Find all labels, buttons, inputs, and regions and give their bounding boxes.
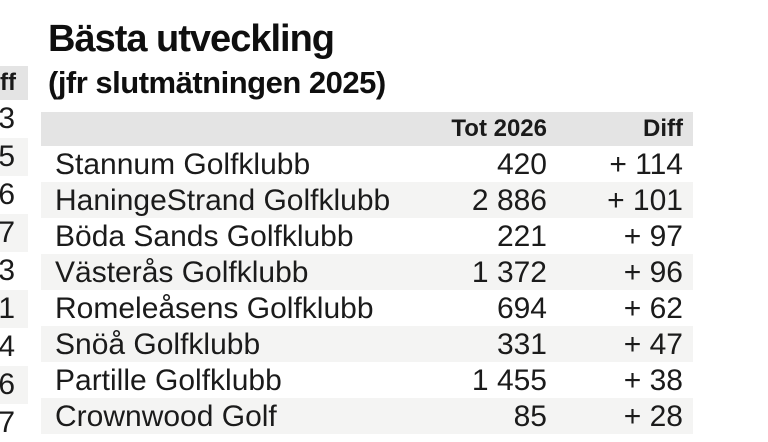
left-strip-digit: 5 (0, 140, 15, 173)
left-strip-row: 3 (0, 252, 28, 290)
cell-tot: 694 (496, 292, 547, 325)
cell-diff: + 114 (609, 148, 683, 181)
column-header-tot: Tot 2026 (451, 115, 547, 142)
left-strip-row: 6 (0, 176, 28, 214)
cell-tot: 221 (496, 220, 547, 253)
table-row: Crownwood Golf 85 + 28 (41, 398, 693, 434)
cell-club-name: Stannum Golfklubb (55, 148, 311, 181)
left-strip-header-band: Diff (0, 66, 28, 100)
table-header-row: Tot 2026 Diff (41, 112, 693, 146)
cell-tot: 2 886 (471, 184, 547, 217)
table-row: Partille Golfklubb 1 455 + 38 (41, 362, 693, 398)
cell-club-name: HaningeStrand Golfklubb (55, 184, 391, 217)
table-row: Böda Sands Golfklubb 221 + 97 (41, 218, 693, 254)
left-strip-digit: 7 (0, 216, 15, 249)
cell-diff: + 97 (623, 220, 683, 253)
cell-diff: + 62 (623, 292, 683, 325)
left-strip-row: 6 (0, 366, 28, 404)
left-strip-diff-header-fragment: Diff (0, 69, 16, 96)
cell-club-name: Romeleåsens Golfklubb (55, 292, 374, 325)
left-strip-digit: 7 (0, 406, 15, 439)
left-strip-row: 7 (0, 214, 28, 252)
left-strip-row: 4 (0, 328, 28, 366)
cell-club-name: Crownwood Golf (55, 400, 277, 433)
cell-tot: 420 (496, 148, 547, 181)
left-strip-digit: 4 (0, 330, 15, 363)
column-header-diff: Diff (643, 115, 683, 142)
cell-tot: 331 (496, 328, 547, 361)
cell-tot: 85 (513, 400, 547, 433)
cell-club-name: Böda Sands Golfklubb (55, 220, 354, 253)
page-title: Bästa utveckling (48, 18, 335, 60)
cell-diff: + 47 (623, 328, 683, 361)
cell-diff: + 28 (623, 400, 683, 433)
table-row: Västerås Golfklubb 1 372 + 96 (41, 254, 693, 290)
table-row: HaningeStrand Golfklubb 2 886 + 101 (41, 182, 693, 218)
table-row: Stannum Golfklubb 420 + 114 (41, 146, 693, 182)
cell-tot: 1 455 (471, 364, 547, 397)
left-strip-row: 3 (0, 100, 28, 138)
left-strip-row: 5 (0, 138, 28, 176)
page-subtitle: (jfr slutmätningen 2025) (48, 65, 386, 100)
cell-tot: 1 372 (471, 256, 547, 289)
cell-diff: + 96 (623, 256, 683, 289)
cell-club-name: Snöå Golfklubb (55, 328, 261, 361)
cell-club-name: Västerås Golfklubb (55, 256, 309, 289)
table-row: Romeleåsens Golfklubb 694 + 62 (41, 290, 693, 326)
left-strip-digit: 3 (0, 254, 15, 287)
broadcast-graphic: { "page": { "title": "Bästa utveckling",… (0, 18, 693, 439)
ranking-table: Tot 2026 Diff Stannum Golfklubb 420 + 11… (41, 112, 693, 434)
heading-block: Bästa utveckling (jfr slutmätningen 2025… (48, 18, 386, 102)
cell-club-name: Partille Golfklubb (55, 364, 282, 397)
left-strip-digit: 3 (0, 102, 15, 135)
left-strip-row: 7 (0, 404, 28, 442)
left-strip-digit: 6 (0, 178, 15, 211)
cell-diff: + 38 (623, 364, 683, 397)
left-strip-digit: 6 (0, 368, 15, 401)
left-strip-row: 1 (0, 290, 28, 328)
table-row: Snöå Golfklubb 331 + 47 (41, 326, 693, 362)
left-strip-digit: 1 (0, 292, 15, 325)
cell-diff: + 101 (607, 184, 683, 217)
